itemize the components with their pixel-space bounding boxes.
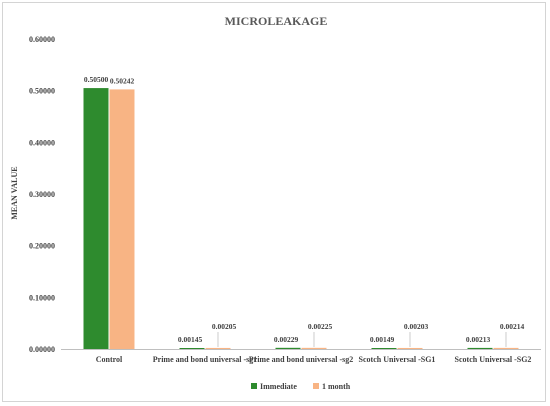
legend-label: Immediate	[260, 382, 297, 391]
data-label: 0.00214	[500, 322, 525, 331]
y-axis-label: MEAN VALUE	[10, 166, 19, 219]
data-label: 0.00203	[404, 322, 429, 331]
y-tick-label: 0.60000	[29, 35, 55, 44]
y-tick-label: 0.00000	[29, 345, 55, 354]
data-label: 0.00149	[370, 335, 395, 344]
bar-one-month	[109, 89, 135, 350]
y-tick-label: 0.20000	[29, 242, 55, 251]
x-category-label: Scotch Universal -SG1	[359, 355, 436, 364]
y-tick-labels: 0.00000 0.10000 0.20000 0.30000 0.40000 0.500…	[29, 35, 55, 354]
bar-one-month	[493, 347, 519, 349]
x-category-label: Prime and bond universal -sg1	[153, 355, 257, 364]
legend-swatch-one-month	[313, 383, 319, 389]
data-labels: 0.50500 0.50242 0.00145 0.00205 0.00229 0.002…	[84, 75, 525, 344]
callout-leaders	[217, 332, 507, 347]
legend-swatch-immediate	[251, 383, 257, 389]
y-tick-label: 0.10000	[29, 293, 55, 302]
legend-label: 1 month	[322, 382, 351, 391]
data-label: 0.00205	[212, 322, 237, 331]
data-label: 0.50242	[110, 76, 135, 85]
bar-immediate	[467, 347, 493, 349]
legend: Immediate 1 month	[251, 382, 351, 391]
bar-immediate	[179, 348, 205, 349]
x-category-label: Prime and bond universal -sg2	[249, 355, 353, 364]
microleakage-bar-chart: MICROLEAKAGE MEAN VALUE 0.000000.100000.…	[10, 14, 541, 391]
data-label: 0.00145	[178, 335, 203, 344]
bar-series	[83, 88, 519, 350]
bar-immediate	[275, 347, 301, 349]
data-label: 0.00213	[466, 335, 491, 344]
data-label: 0.00225	[308, 322, 333, 331]
x-category-labels: Control Prime and bond universal -sg1Prim…	[96, 355, 532, 364]
y-tick-label: 0.30000	[29, 190, 55, 199]
chart-title: MICROLEAKAGE	[225, 14, 328, 28]
x-category-label: Scotch Universal -SG2	[455, 355, 532, 364]
data-label: 0.00229	[274, 335, 299, 344]
x-category-label: Control	[96, 355, 123, 364]
bar-immediate	[371, 348, 397, 349]
data-label: 0.50500	[84, 75, 109, 84]
bar-one-month	[301, 347, 327, 349]
y-tick-label: 0.50000	[29, 87, 55, 96]
bar-immediate	[83, 88, 109, 349]
bar-one-month	[205, 347, 231, 349]
bar-one-month	[397, 347, 423, 349]
chart-frame: MICROLEAKAGE MEAN VALUE 0.00000 0.10000 0.…	[2, 2, 546, 402]
y-tick-label: 0.40000	[29, 138, 55, 147]
